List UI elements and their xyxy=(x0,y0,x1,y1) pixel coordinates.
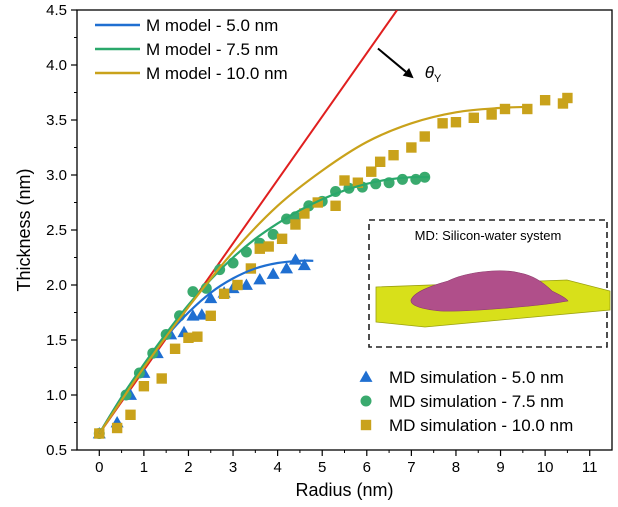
md-10nm-point xyxy=(254,243,265,254)
inset-panel: MD: Silicon-water system xyxy=(368,219,611,348)
x-tick-label: 4 xyxy=(273,459,281,476)
legend-marker-swatch xyxy=(359,370,373,382)
legend-label: M model - 10.0 nm xyxy=(146,64,288,83)
md-5nm-point xyxy=(253,273,267,285)
md-7-5nm-point xyxy=(267,228,279,240)
md-10nm-point xyxy=(232,279,243,291)
theta-line xyxy=(98,10,398,435)
y-tick-label: 1.5 xyxy=(46,332,67,349)
md-10nm-point xyxy=(192,331,203,342)
y-tick-label: 4.0 xyxy=(46,57,67,74)
y-tick-label: 3.5 xyxy=(46,112,67,129)
md-10nm-point xyxy=(352,177,364,188)
legend-marker-swatch xyxy=(360,395,372,407)
model-line-7-5nm xyxy=(98,175,430,435)
md-10nm-point xyxy=(468,112,479,123)
legend-label: MD simulation - 10.0 nm xyxy=(389,416,573,435)
x-tick-label: 8 xyxy=(452,459,460,476)
legend-label: MD simulation - 7.5 nm xyxy=(389,392,564,411)
legend-label: M model - 5.0 nm xyxy=(146,16,278,35)
md-5nm-point xyxy=(239,278,253,290)
md-5nm-point xyxy=(280,262,294,274)
md-10nm-point xyxy=(522,103,533,115)
legend-simulation: MD simulation - 5.0 nm MD simulation - 7.… xyxy=(359,368,573,435)
legend-label: MD simulation - 5.0 nm xyxy=(389,368,564,387)
x-tick-label: 9 xyxy=(496,459,504,476)
md-7-5nm-point xyxy=(396,173,408,185)
md-10nm-point xyxy=(290,219,301,230)
x-tick-label: 3 xyxy=(229,459,237,476)
md-10nm-point xyxy=(299,208,310,219)
md-10nm-point xyxy=(388,150,399,161)
md-10nm-point xyxy=(183,332,194,343)
x-tick-label: 0 xyxy=(95,459,103,476)
md-7-5nm-point xyxy=(200,282,212,294)
md-10nm-point xyxy=(339,175,350,186)
theta-subscript: Y xyxy=(434,73,442,85)
x-tick-label: 10 xyxy=(537,459,554,476)
md-10nm-point xyxy=(263,241,274,252)
theta-symbol: θ xyxy=(425,63,435,82)
md-10nm-point xyxy=(374,156,386,167)
theta-arrow xyxy=(377,47,407,73)
y-tick-label: 2.5 xyxy=(46,222,67,239)
md-10nm-point xyxy=(486,109,497,120)
md-10nm-point xyxy=(419,131,430,142)
md-10nm-point xyxy=(156,373,167,384)
legend-marker-swatch xyxy=(360,419,372,431)
md-10nm-point xyxy=(169,343,181,354)
x-tick-label: 2 xyxy=(184,459,192,476)
md-10nm-point xyxy=(205,310,216,321)
md-10nm-point xyxy=(312,197,323,208)
y-tick-label: 2.0 xyxy=(46,277,67,294)
md-10nm-point xyxy=(499,103,511,115)
md-10nm-point xyxy=(557,98,569,109)
md-5nm-point xyxy=(266,267,280,279)
theta-annotation: θY xyxy=(377,47,442,85)
md-5nm-point xyxy=(297,258,311,271)
theta-arrowhead xyxy=(402,67,414,79)
legend-model: M model - 5.0 nm M model - 7.5 nm M model … xyxy=(95,16,288,83)
theta-label: θY xyxy=(425,63,442,85)
legend-label: M model - 7.5 nm xyxy=(146,40,278,59)
md-10nm-point xyxy=(450,117,462,128)
md-7-5nm-point xyxy=(187,286,199,298)
x-tick-label: 1 xyxy=(140,459,148,476)
model-line-10nm xyxy=(98,105,532,435)
y-axis-title: Thickness (nm) xyxy=(14,168,34,291)
md-10nm-point xyxy=(562,92,573,104)
inset-droplet xyxy=(410,270,569,312)
md-10nm-point xyxy=(366,166,377,177)
y-tick-label: 3.0 xyxy=(46,167,67,184)
plot-series xyxy=(92,10,573,439)
inset-title: MD: Silicon-water system xyxy=(415,228,562,243)
md-5nm-point xyxy=(186,309,200,321)
md-7-5nm-point xyxy=(227,257,239,269)
y-tick-label: 4.5 xyxy=(46,2,67,19)
md-5nm-point xyxy=(195,308,209,320)
md-10nm-point xyxy=(330,200,341,211)
md-10nm-point xyxy=(138,381,150,392)
x-tick-label: 7 xyxy=(407,459,415,476)
md-5nm-point xyxy=(204,291,218,304)
md-10nm-point xyxy=(218,288,230,299)
md-10nm-point xyxy=(125,409,136,420)
md-10nm-point xyxy=(539,95,551,106)
y-tick-label: 1.0 xyxy=(46,387,67,404)
x-tick-label: 5 xyxy=(318,459,326,476)
md-10nm-point xyxy=(245,263,257,274)
plot-area: 0 1 2 3 4 5 6 7 8 9 10 11 0.5 1.0 1.5 2.0 2.5 3.0 3.5 4.0 4.… xyxy=(46,2,613,476)
md-10nm-point xyxy=(276,233,288,244)
md-10nm-point xyxy=(111,422,123,434)
md-10nm-point xyxy=(406,142,417,153)
x-axis-title: Radius (nm) xyxy=(295,480,393,500)
md-10nm-point xyxy=(437,118,448,129)
x-tick-label: 6 xyxy=(363,459,371,476)
y-tick-label: 0.5 xyxy=(46,442,67,459)
x-tick-label: 11 xyxy=(582,459,598,476)
